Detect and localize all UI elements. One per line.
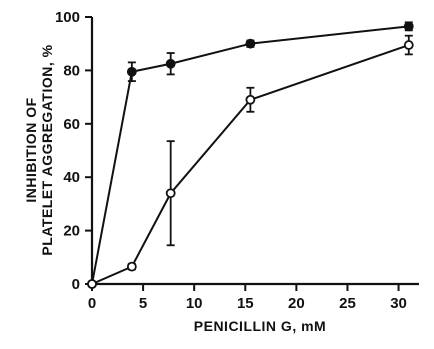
data-point bbox=[165, 188, 176, 199]
y-tick-label: 40 bbox=[63, 169, 80, 186]
x-tick-label: 20 bbox=[288, 295, 305, 312]
x-axis-title: PENICILLIN G, mM bbox=[194, 318, 326, 334]
x-tick-label: 5 bbox=[139, 295, 147, 312]
x-tick-label: 0 bbox=[88, 295, 96, 312]
y-tick-label: 0 bbox=[72, 276, 80, 293]
series-1 bbox=[87, 21, 414, 289]
series-group bbox=[87, 21, 414, 289]
series-line bbox=[91, 44, 410, 285]
axes bbox=[90, 17, 419, 286]
y-tick-label: 60 bbox=[63, 116, 80, 133]
data-point bbox=[245, 38, 256, 49]
y-tick-label: 100 bbox=[55, 9, 80, 26]
tick-group: 0 20 40 60 80 100 0 5 10 15 20 25 30 bbox=[55, 9, 407, 312]
data-point bbox=[245, 94, 256, 105]
y-axis-title-line1: INHIBITION OF bbox=[23, 97, 39, 202]
x-tick-label: 30 bbox=[390, 295, 407, 312]
data-point bbox=[403, 21, 414, 32]
series-2 bbox=[87, 34, 414, 289]
y-tick-label: 80 bbox=[63, 62, 80, 79]
y-tick-label: 20 bbox=[63, 223, 80, 240]
y-axis-title-line2: PLATELET AGGREGATION, % bbox=[39, 44, 55, 255]
data-point bbox=[87, 279, 97, 289]
x-tick-label: 10 bbox=[186, 295, 203, 312]
x-tick-label: 15 bbox=[237, 295, 254, 312]
x-tick-label: 25 bbox=[339, 295, 356, 312]
data-point bbox=[126, 261, 137, 272]
data-point bbox=[403, 40, 414, 50]
series-line bbox=[91, 25, 409, 285]
data-point bbox=[126, 66, 137, 77]
data-point bbox=[165, 58, 176, 69]
